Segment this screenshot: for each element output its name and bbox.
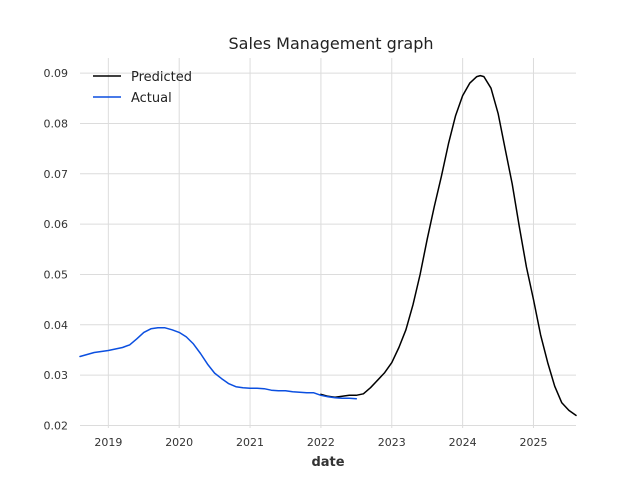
- series-line-actual: [80, 328, 356, 399]
- x-tick-label: 2025: [519, 436, 547, 449]
- y-tick-label: 0.09: [44, 67, 69, 80]
- x-tick-label: 2024: [449, 436, 477, 449]
- chart-title: Sales Management graph: [229, 34, 434, 53]
- y-tick-label: 0.06: [44, 218, 69, 231]
- x-tick-label: 2022: [307, 436, 335, 449]
- series-lines: [80, 76, 576, 416]
- x-tick-label: 2019: [94, 436, 122, 449]
- y-tick-label: 0.02: [44, 419, 69, 432]
- y-tick-label: 0.07: [44, 168, 69, 181]
- x-tick-label: 2023: [378, 436, 406, 449]
- series-line-predicted: [321, 76, 576, 416]
- x-tick-label: 2021: [236, 436, 264, 449]
- x-axis-label: date: [311, 455, 344, 470]
- grid: [80, 58, 576, 428]
- x-tick-label: 2020: [165, 436, 193, 449]
- legend-label-predicted: Predicted: [131, 70, 192, 85]
- y-tick-label: 0.05: [44, 268, 69, 281]
- y-tick-label: 0.08: [44, 117, 69, 130]
- legend-label-actual: Actual: [131, 91, 172, 106]
- y-tick-label: 0.03: [44, 369, 69, 382]
- y-tick-label: 0.04: [44, 319, 69, 332]
